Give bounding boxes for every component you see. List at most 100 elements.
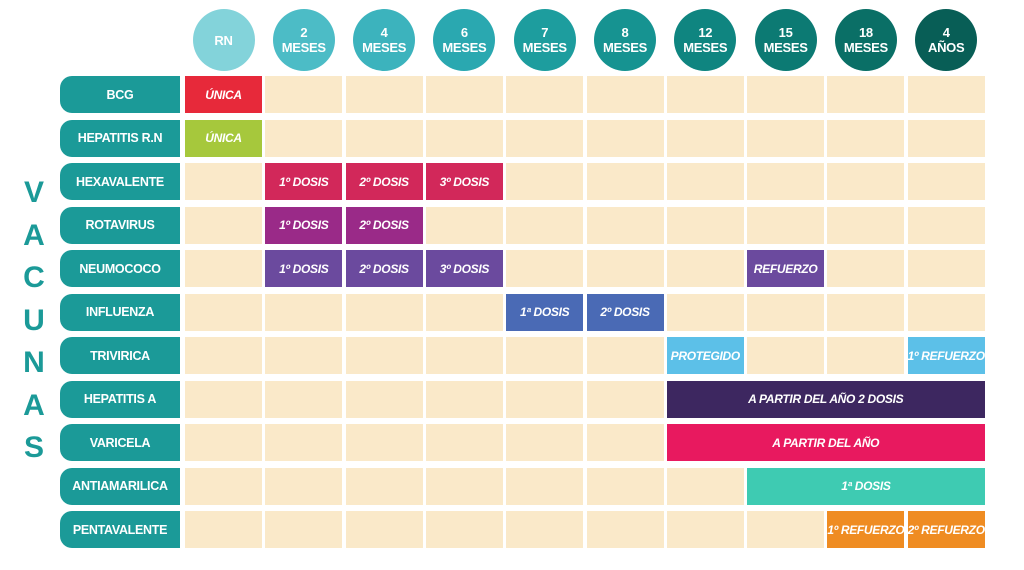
schedule-cell — [506, 119, 584, 157]
dose-block: A PARTIR DEL AÑO 2 DOSIS — [666, 380, 985, 418]
schedule-cell — [425, 76, 503, 113]
schedule-cell — [586, 250, 664, 287]
schedule-cell — [506, 250, 584, 287]
schedule-cell — [185, 163, 262, 200]
schedule-cell — [425, 511, 503, 548]
schedule-cell — [345, 511, 423, 548]
schedule-cell — [506, 511, 584, 548]
dose-block: ÚNICA — [185, 119, 262, 157]
schedule-cell — [506, 76, 584, 113]
vaccine-label: ANTIAMARILICA — [60, 467, 180, 505]
schedule-cell — [185, 293, 262, 331]
schedule-cell — [827, 250, 905, 287]
schedule-cell — [586, 119, 664, 157]
schedule-cell — [586, 206, 664, 244]
schedule-cell — [265, 119, 343, 157]
schedule-cell — [425, 337, 503, 374]
schedule-cell — [345, 467, 423, 505]
schedule-cell — [907, 76, 985, 113]
age-header-3: 6 MESES — [433, 9, 496, 71]
dose-block: 3º DOSIS — [425, 163, 503, 200]
schedule-cell — [425, 119, 503, 157]
age-header-4: 7 MESES — [513, 9, 576, 71]
schedule-cell — [586, 467, 664, 505]
schedule-cell — [827, 119, 905, 157]
schedule-cell — [827, 163, 905, 200]
schedule-cell — [586, 380, 664, 418]
schedule-cell — [827, 337, 905, 374]
dose-block: 3º DOSIS — [425, 250, 503, 287]
schedule-cell — [506, 380, 584, 418]
schedule-cell — [345, 380, 423, 418]
schedule-cell — [345, 76, 423, 113]
age-header-2: 4 MESES — [353, 9, 416, 71]
dose-block: A PARTIR DEL AÑO — [666, 424, 985, 461]
schedule-cell — [425, 293, 503, 331]
schedule-cell — [185, 380, 262, 418]
schedule-cell — [265, 424, 343, 461]
schedule-cell — [265, 293, 343, 331]
dose-block: 1º DOSIS — [265, 250, 343, 287]
schedule-cell — [747, 511, 825, 548]
schedule-cell — [747, 76, 825, 113]
vaccine-label: HEPATITIS R.N — [60, 119, 180, 157]
age-header-8: 18 MESES — [834, 9, 897, 71]
schedule-cell — [425, 206, 503, 244]
dose-block: 2º REFUERZO — [908, 511, 985, 548]
schedule-cell — [425, 380, 503, 418]
vaccine-label: PENTAVALENTE — [60, 511, 180, 548]
dose-block: 1º DOSIS — [265, 163, 343, 200]
schedule-cell — [425, 467, 503, 505]
schedule-cell — [185, 337, 262, 374]
dose-block: 1º DOSIS — [265, 206, 343, 244]
schedule-cell — [586, 424, 664, 461]
side-title-letter: A — [23, 218, 45, 252]
schedule-cell — [907, 206, 985, 244]
vaccine-label: BCG — [60, 76, 180, 113]
schedule-cell — [747, 293, 825, 331]
schedule-cell — [827, 76, 905, 113]
age-header-0: RN — [192, 9, 255, 71]
schedule-cell — [907, 293, 985, 331]
side-title-letter: C — [23, 261, 45, 294]
schedule-cell — [747, 337, 825, 374]
schedule-cell — [265, 380, 343, 418]
schedule-cell — [185, 511, 262, 548]
schedule-cell — [265, 467, 343, 505]
schedule-cell — [586, 337, 664, 374]
schedule-cell — [345, 293, 423, 331]
schedule-cell — [747, 206, 825, 244]
schedule-cell — [345, 337, 423, 374]
schedule-cell — [827, 206, 905, 244]
age-header-6: 12 MESES — [674, 9, 737, 71]
schedule-cell — [666, 511, 744, 548]
schedule-cell — [506, 424, 584, 461]
schedule-cell — [747, 163, 825, 200]
side-title-letter: S — [23, 431, 44, 464]
dose-block: 1ª DOSIS — [747, 467, 985, 505]
dose-block: 2º DOSIS — [345, 250, 423, 287]
schedule-cell — [265, 337, 343, 374]
schedule-cell — [185, 206, 262, 244]
schedule-cell — [907, 250, 985, 287]
schedule-cell — [666, 76, 744, 113]
schedule-cell — [827, 293, 905, 331]
schedule-cell — [586, 76, 664, 113]
schedule-cell — [185, 424, 262, 461]
vaccine-label: TRIVIRICA — [60, 337, 180, 374]
schedule-cell — [506, 467, 584, 505]
schedule-cell — [666, 119, 744, 157]
dose-block: REFUERZO — [747, 250, 825, 287]
schedule-cell — [666, 293, 744, 331]
side-title-letter: V — [23, 176, 44, 209]
dose-block: 1º REFUERZO — [908, 337, 985, 374]
schedule-cell — [666, 206, 744, 244]
schedule-cell — [666, 467, 744, 505]
side-title-letter: A — [23, 388, 45, 422]
vaccine-label: HEXAVALENTE — [60, 163, 180, 200]
age-header-5: 8 MESES — [594, 9, 656, 71]
schedule-cell — [265, 76, 343, 113]
age-header-7: 15 MESES — [754, 9, 817, 71]
schedule-cell — [506, 163, 584, 200]
dose-block: 2º DOSIS — [345, 206, 423, 244]
